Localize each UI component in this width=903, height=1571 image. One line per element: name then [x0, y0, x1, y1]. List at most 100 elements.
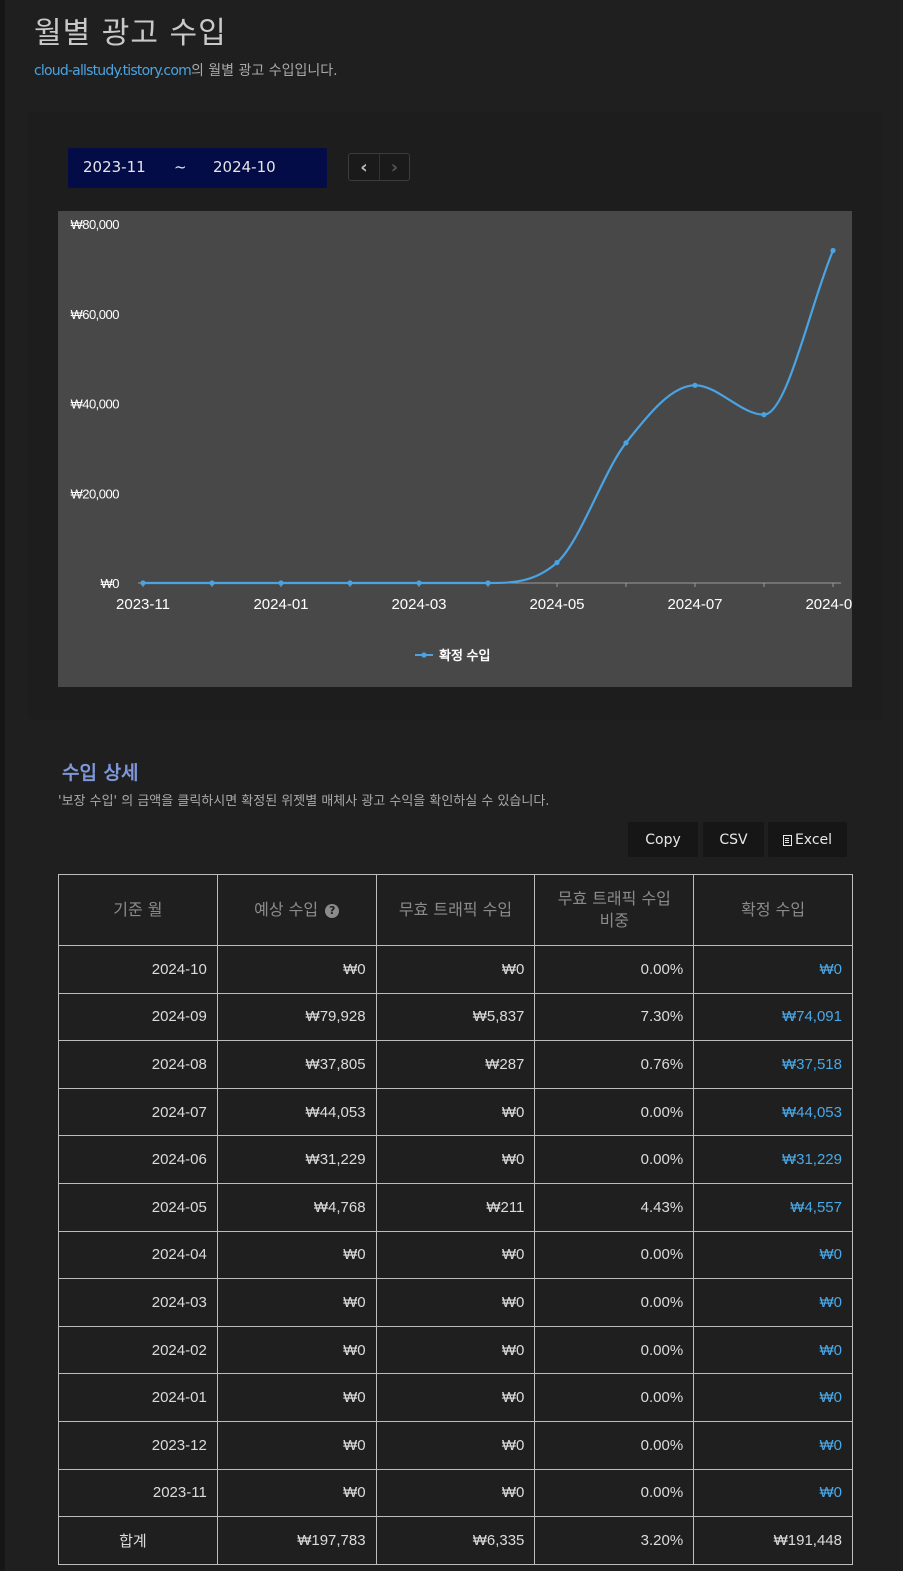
cell-expected: ₩37,805	[216, 1040, 377, 1089]
cell-ratio: 0.00%	[534, 1278, 695, 1327]
table-total-row: 합계 ₩197,783 ₩6,335 3.20% ₩191,448	[58, 1516, 853, 1565]
total-cell: ₩6,335	[375, 1516, 536, 1565]
cell-confirmed[interactable]: ₩0	[693, 1278, 853, 1327]
chevron-right-icon[interactable]: ›	[379, 154, 409, 180]
question-circle-icon[interactable]: ?	[325, 904, 340, 918]
table-body: 2024-10 ₩0 ₩0 0.00% ₩0 2024-09 ₩79,928 ₩5,837 7.…	[58, 945, 853, 1565]
cell-expected: ₩79,928	[216, 992, 377, 1042]
month-pager: ‹ ›	[348, 153, 410, 181]
data-point	[692, 382, 698, 388]
cell-ratio: 0.00%	[534, 1420, 695, 1470]
cell-expected: ₩0	[216, 1278, 377, 1327]
cell-expected: ₩0	[216, 1420, 377, 1470]
cell-month: 2024-03	[58, 1278, 218, 1327]
table-row: 2024-01 ₩0 ₩0 0.00% ₩0	[58, 1373, 853, 1422]
y-tick-label: ₩80,000	[70, 217, 119, 232]
cell-month: 2024-10	[58, 945, 218, 994]
left-edge-strip	[0, 0, 5, 1571]
excel-file-icon	[782, 835, 792, 846]
legend-label: 확정 수입	[439, 648, 490, 663]
x-tick-label: 2024-05	[529, 596, 584, 613]
data-point	[761, 412, 767, 418]
cell-expected: ₩0	[216, 1373, 377, 1422]
chart-svg: ₩0 ₩20,000 ₩40,000 ₩60,000 ₩80,000 2023-11 202…	[70, 217, 852, 663]
cell-month: 2024-07	[58, 1087, 218, 1137]
header-expected-label: 예상 수입	[254, 900, 319, 919]
y-tick-label: ₩60,000	[70, 307, 119, 322]
header-invalid-traffic[interactable]: 무효 트래픽 수입	[375, 874, 536, 946]
copy-label: Copy	[645, 831, 681, 848]
y-tick-label: ₩40,000	[70, 397, 119, 412]
cell-confirmed[interactable]: ₩0	[693, 945, 853, 994]
cell-confirmed[interactable]: ₩31,229	[693, 1135, 853, 1184]
cell-month: 2023-11	[58, 1468, 218, 1518]
cell-confirmed[interactable]: ₩0	[693, 1420, 853, 1470]
data-point	[209, 580, 215, 586]
cell-ratio: 0.00%	[534, 1373, 695, 1422]
cell-invalid: ₩0	[375, 1087, 536, 1137]
revenue-chart: ₩0 ₩20,000 ₩40,000 ₩60,000 ₩80,000 2023-11 202…	[58, 211, 852, 687]
cell-ratio: 0.00%	[534, 1468, 695, 1518]
cell-confirmed[interactable]: ₩44,053	[693, 1087, 853, 1137]
cell-invalid: ₩211	[375, 1182, 536, 1232]
data-point	[830, 247, 836, 254]
header-month[interactable]: 기준 월	[58, 874, 218, 946]
excel-button[interactable]: Excel	[768, 822, 847, 857]
table-row: 2024-10 ₩0 ₩0 0.00% ₩0	[58, 945, 853, 994]
y-tick-label: ₩0	[101, 576, 120, 591]
cell-month: 2024-09	[58, 992, 218, 1042]
cell-invalid: ₩0	[375, 1325, 536, 1375]
page-title: 월별 광고 수입	[34, 16, 227, 51]
cell-invalid: ₩0	[375, 1135, 536, 1184]
csv-button[interactable]: CSV	[703, 822, 764, 857]
range-to: 2024-10	[213, 158, 276, 176]
table-row: 2024-07 ₩44,053 ₩0 0.00% ₩44,053	[58, 1087, 853, 1137]
cell-expected: ₩4,768	[216, 1182, 377, 1232]
x-tick-label: 2024-03	[391, 596, 446, 613]
cell-confirmed[interactable]: ₩4,557	[693, 1182, 853, 1232]
cell-month: 2024-05	[58, 1182, 218, 1232]
range-from: 2023-11	[83, 158, 146, 176]
cell-confirmed[interactable]: ₩0	[693, 1230, 853, 1280]
cell-ratio: 0.00%	[534, 945, 695, 994]
header-confirmed[interactable]: 확정 수입	[693, 874, 853, 946]
chevron-left-icon[interactable]: ‹	[360, 156, 368, 178]
header-invalid-ratio[interactable]: 무효 트래픽 수입 비중	[534, 874, 695, 946]
copy-button[interactable]: Copy	[628, 822, 698, 857]
x-tick-label: 2024-09	[805, 596, 852, 613]
table-row: 2024-05 ₩4,768 ₩211 4.43% ₩4,557	[58, 1182, 853, 1232]
data-point	[485, 580, 491, 586]
cell-month: 2024-04	[58, 1230, 218, 1280]
table-row: 2024-08 ₩37,805 ₩287 0.76% ₩37,518	[58, 1040, 853, 1089]
site-link[interactable]: cloud-allstudy.tistory.com	[34, 63, 192, 79]
cell-confirmed[interactable]: ₩0	[693, 1325, 853, 1375]
header-invalid-ratio-line1: 무효 트래픽 수입	[557, 889, 671, 908]
table-header-row: 기준 월 예상 수입 ? 무효 트래픽 수입 무효 트래픽 수입 비중 확정 수입	[58, 874, 853, 946]
cell-ratio: 0.00%	[534, 1230, 695, 1280]
cell-month: 2024-02	[58, 1325, 218, 1375]
cell-invalid: ₩0	[375, 945, 536, 994]
cell-confirmed[interactable]: ₩0	[693, 1468, 853, 1518]
cell-ratio: 0.00%	[534, 1087, 695, 1137]
cell-expected: ₩0	[216, 945, 377, 994]
table-row: 2023-11 ₩0 ₩0 0.00% ₩0	[58, 1468, 853, 1518]
cell-confirmed[interactable]: ₩0	[693, 1373, 853, 1422]
cell-expected: ₩44,053	[216, 1087, 377, 1137]
cell-confirmed[interactable]: ₩74,091	[693, 992, 853, 1042]
cell-ratio: 0.00%	[534, 1135, 695, 1184]
cell-invalid: ₩0	[375, 1373, 536, 1422]
data-point	[623, 440, 629, 446]
cell-month: 2024-08	[58, 1040, 218, 1089]
csv-label: CSV	[719, 831, 748, 848]
section-description: '보장 수입' 의 금액을 클릭하시면 확정된 위젯별 매체사 광고 수익을 확…	[58, 794, 550, 809]
cell-ratio: 4.43%	[534, 1182, 695, 1232]
range-separator: ~	[174, 158, 187, 176]
header-expected[interactable]: 예상 수입 ?	[216, 874, 377, 946]
x-tick-label: 2024-07	[667, 596, 722, 613]
x-tick-label: 2024-01	[253, 596, 308, 613]
section-title: 수입 상세	[62, 762, 139, 784]
y-tick-label: ₩20,000	[70, 486, 119, 501]
date-range-picker[interactable]: 2023-11 ~ 2024-10	[68, 148, 379, 188]
cell-invalid: ₩0	[375, 1468, 536, 1518]
cell-confirmed[interactable]: ₩37,518	[693, 1040, 853, 1089]
